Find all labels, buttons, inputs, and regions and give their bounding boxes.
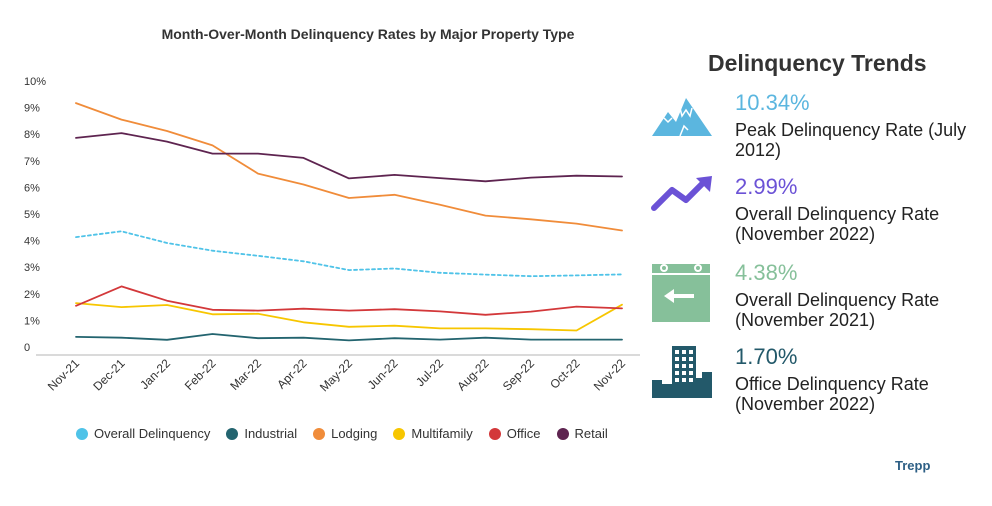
x-tick-label: Jul-22 <box>413 356 446 389</box>
series-line-retail <box>75 132 623 183</box>
x-tick-label: Apr-22 <box>274 356 310 392</box>
x-tick-label: Nov-21 <box>45 356 82 393</box>
stat-label: Peak Delinquency Rate (July 2012) <box>735 120 967 160</box>
chart-legend: Overall Delinquency Industrial Lodging M… <box>76 426 608 441</box>
trends-title: Delinquency Trends <box>708 50 927 76</box>
mountain-icon <box>652 98 712 137</box>
series-line-lodging <box>75 102 623 232</box>
series-line-multifamily <box>75 302 623 332</box>
legend-dot <box>393 427 406 440</box>
y-tick-label: 8% <box>24 129 40 141</box>
series-line-industrial <box>75 333 623 342</box>
brand-logo: Trepp <box>895 458 931 473</box>
legend-item-industrial[interactable]: Industrial <box>226 426 297 441</box>
y-tick-label: 9% <box>24 103 40 115</box>
y-tick-label: 6% <box>24 182 40 194</box>
legend-label: Retail <box>574 426 608 441</box>
x-tick-label: May-22 <box>317 356 355 394</box>
legend-label: Industrial <box>244 426 298 441</box>
trend-up-arrow-icon <box>651 176 712 211</box>
stat-value: 10.34% <box>735 90 810 115</box>
x-tick-label: Mar-22 <box>227 356 264 393</box>
legend-label: Overall Delinquency <box>94 426 211 441</box>
legend-dot <box>488 427 501 440</box>
series-line-office <box>75 285 623 316</box>
line-chart: 10% 9% 8% 7% 6% 5% 4% 3% 2% 1% 0 Nov-21 Dec-21 Jan-22… <box>24 76 640 394</box>
stat-value: 1.70% <box>735 344 798 369</box>
x-tick-label: Feb-22 <box>182 356 219 393</box>
legend-item-retail[interactable]: Retail <box>556 426 608 441</box>
stat-label: Overall Delinquency Rate (November 2021) <box>735 290 940 330</box>
y-tick-label: 0 <box>24 342 30 354</box>
x-tick-label: Jan-22 <box>137 356 173 392</box>
stat-label: Overall Delinquency Rate (November 2022) <box>735 204 940 244</box>
x-tick-label: Oct-22 <box>547 356 583 392</box>
legend-label: Office <box>506 426 541 441</box>
stat-label: Office Delinquency Rate (November 2022) <box>735 374 929 414</box>
office-building-icon <box>652 346 712 398</box>
y-tick-label: 3% <box>24 262 40 274</box>
legend-item-lodging[interactable]: Lodging <box>313 426 377 441</box>
stat-value: 2.99% <box>735 174 798 199</box>
y-tick-label: 5% <box>24 209 40 221</box>
legend-dot <box>556 427 569 440</box>
x-tick-label: Nov-22 <box>591 356 628 393</box>
chart-title: Month-Over-Month Delinquency Rates by Ma… <box>161 26 575 42</box>
legend-item-office[interactable]: Office <box>488 426 541 441</box>
y-tick-label: 4% <box>24 236 40 248</box>
y-tick-label: 2% <box>24 289 40 301</box>
x-tick-label: Dec-21 <box>90 356 127 393</box>
legend-item-overall-delinquency[interactable]: Overall Delinquency <box>76 426 210 441</box>
y-tick-label: 10% <box>24 76 46 88</box>
stat-value: 4.38% <box>735 260 798 285</box>
legend-item-multifamily[interactable]: Multifamily <box>393 426 473 441</box>
series-line-overall-delinquency <box>75 230 623 278</box>
legend-label: Multifamily <box>411 426 473 441</box>
legend-dot <box>76 427 88 440</box>
x-tick-label: Sep-22 <box>500 356 537 393</box>
calendar-back-arrow-icon <box>652 264 710 322</box>
x-tick-label: Aug-22 <box>454 356 491 393</box>
y-tick-label: 7% <box>24 156 40 168</box>
legend-dot <box>226 427 239 440</box>
legend-label: Lodging <box>331 426 378 441</box>
legend-dot <box>313 427 326 440</box>
y-tick-label: 1% <box>24 315 40 327</box>
x-tick-label: Jun-22 <box>365 356 401 392</box>
